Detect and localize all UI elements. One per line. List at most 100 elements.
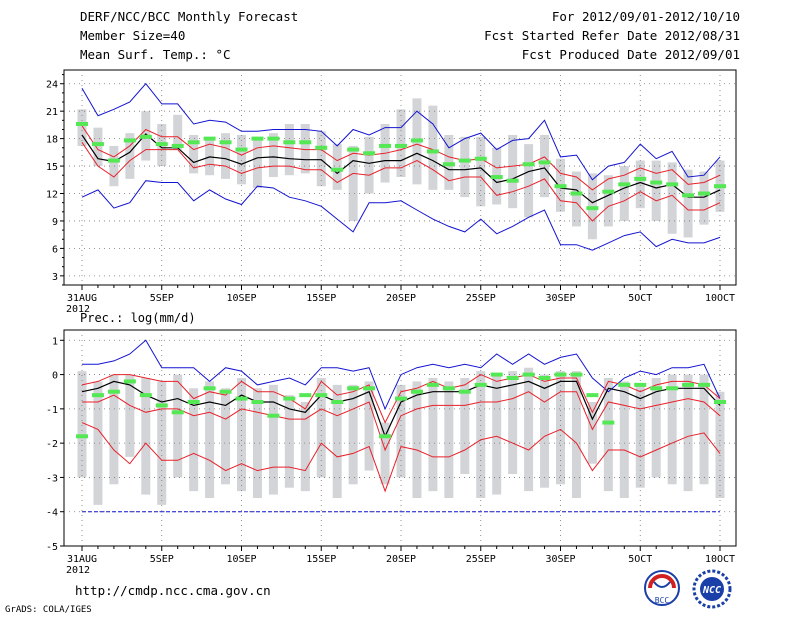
observed-mark: [442, 162, 455, 167]
observed-mark: [379, 143, 392, 148]
spread-bar: [221, 133, 231, 179]
spread-bar: [125, 374, 135, 457]
observed-mark: [76, 434, 88, 439]
spread-bar: [476, 371, 486, 498]
ncc-logo-text: NCC: [702, 585, 721, 596]
observed-mark: [76, 121, 88, 126]
spread-bar: [571, 371, 581, 498]
observed-mark: [426, 149, 439, 154]
spread-bar: [444, 381, 454, 498]
x-tick-label: 15SEP: [306, 293, 336, 304]
x-year-label: 2012: [66, 304, 90, 315]
observed-mark: [139, 134, 152, 139]
grads-credit: GrADS: COLA/IGES: [5, 605, 92, 615]
x-tick-label: 30SEP: [545, 554, 575, 565]
observed-mark: [91, 142, 104, 147]
y-tick-label: -1: [46, 405, 58, 416]
spread-bar: [77, 371, 87, 478]
spread-bar: [396, 109, 406, 178]
observed-mark: [283, 396, 296, 401]
x-tick-label: 10SEP: [226, 554, 256, 565]
precipitation-panel: -5 -4 -3 -2 -1 0 1 31AUG 5SEP 10SEP 15SEP 20SEP 25SE…: [46, 329, 737, 576]
observed-mark: [107, 158, 120, 163]
observed-mark: [395, 143, 407, 148]
forecast-period: For 2012/09/01-2012/10/10: [551, 9, 740, 24]
ncc-logo: NCC: [692, 569, 732, 609]
spread-bar: [667, 162, 677, 234]
spread-bar: [540, 374, 550, 488]
observed-mark: [666, 386, 679, 391]
observed-mark: [171, 410, 184, 415]
observed-mark: [331, 400, 344, 404]
spread-bar: [252, 388, 262, 498]
x-tick-label: 31AUG: [67, 293, 97, 304]
x-tick-label: 30SEP: [545, 293, 575, 304]
observed-mark: [203, 136, 216, 141]
y-tick-label: 3: [52, 272, 58, 283]
spread-bar: [571, 171, 581, 227]
observed-mark: [682, 193, 695, 198]
y-tick-label: 6: [52, 244, 58, 255]
observed-mark: [634, 176, 647, 181]
series-line-upper: [81, 374, 721, 424]
spread-bar: [109, 145, 119, 187]
spread-bar: [189, 388, 199, 492]
observed-mark: [714, 400, 726, 404]
observed-mark: [395, 396, 407, 401]
spread-bar: [93, 381, 103, 505]
spread-bar: [508, 134, 518, 209]
y-tick-label: 12: [46, 190, 58, 201]
x-tick-label: 5SEP: [150, 293, 174, 304]
bcc-logo: BCC: [644, 570, 680, 606]
spread-bar: [556, 371, 565, 485]
observed-mark: [474, 156, 487, 161]
observed-mark: [698, 191, 711, 196]
observed-mark: [554, 372, 567, 377]
spread-bar: [109, 374, 119, 485]
spread-bar: [364, 136, 374, 194]
y-tick-label: 15: [46, 162, 58, 173]
source-url[interactable]: http://cmdp.ncc.cma.gov.cn: [75, 583, 271, 598]
bcc-logo-text: BCC: [655, 596, 670, 605]
series-line-min: [81, 422, 721, 493]
observed-mark: [219, 389, 232, 394]
spread-bar: [651, 378, 661, 478]
observed-mark: [299, 393, 312, 398]
y-tick-label: 1: [52, 336, 58, 347]
spread-bar: [428, 105, 438, 190]
spread-bar: [300, 402, 310, 492]
spread-bar: [332, 384, 342, 498]
spread-bar: [141, 378, 151, 495]
spread-bar: [619, 381, 629, 498]
spread-bar: [77, 109, 87, 146]
observed-mark: [379, 434, 392, 439]
observed-mark: [331, 167, 344, 172]
series-line-max: [81, 82, 721, 181]
spread-bar: [237, 134, 246, 185]
observed-mark: [155, 403, 168, 408]
plot-frame: [63, 329, 737, 547]
observed-mark: [538, 376, 551, 380]
y-tick-label: -4: [46, 508, 58, 519]
precip-panel-title: Prec.: log(mm/d): [80, 311, 196, 325]
series-line-lower: [81, 142, 721, 222]
observed-mark: [682, 382, 695, 387]
started-date: Fcst Started Refer Date 2012/08/31: [484, 28, 740, 43]
observed-mark: [538, 160, 551, 165]
observed-mark: [283, 140, 296, 145]
observed-mark: [139, 393, 152, 398]
observed-mark: [570, 372, 583, 377]
spread-bar: [348, 384, 358, 485]
x-tick-label: 20SEP: [386, 293, 416, 304]
spread-bar: [524, 367, 534, 492]
x-tick-label: 5OCT: [628, 293, 652, 304]
observed-mark: [315, 145, 328, 150]
x-tick-label: 5SEP: [150, 554, 174, 565]
observed-mark: [267, 413, 280, 418]
spread-bar: [683, 169, 693, 238]
spread-bar: [173, 374, 183, 478]
spread-bar: [380, 422, 390, 485]
observed-mark: [219, 140, 232, 145]
observed-mark: [363, 386, 376, 391]
